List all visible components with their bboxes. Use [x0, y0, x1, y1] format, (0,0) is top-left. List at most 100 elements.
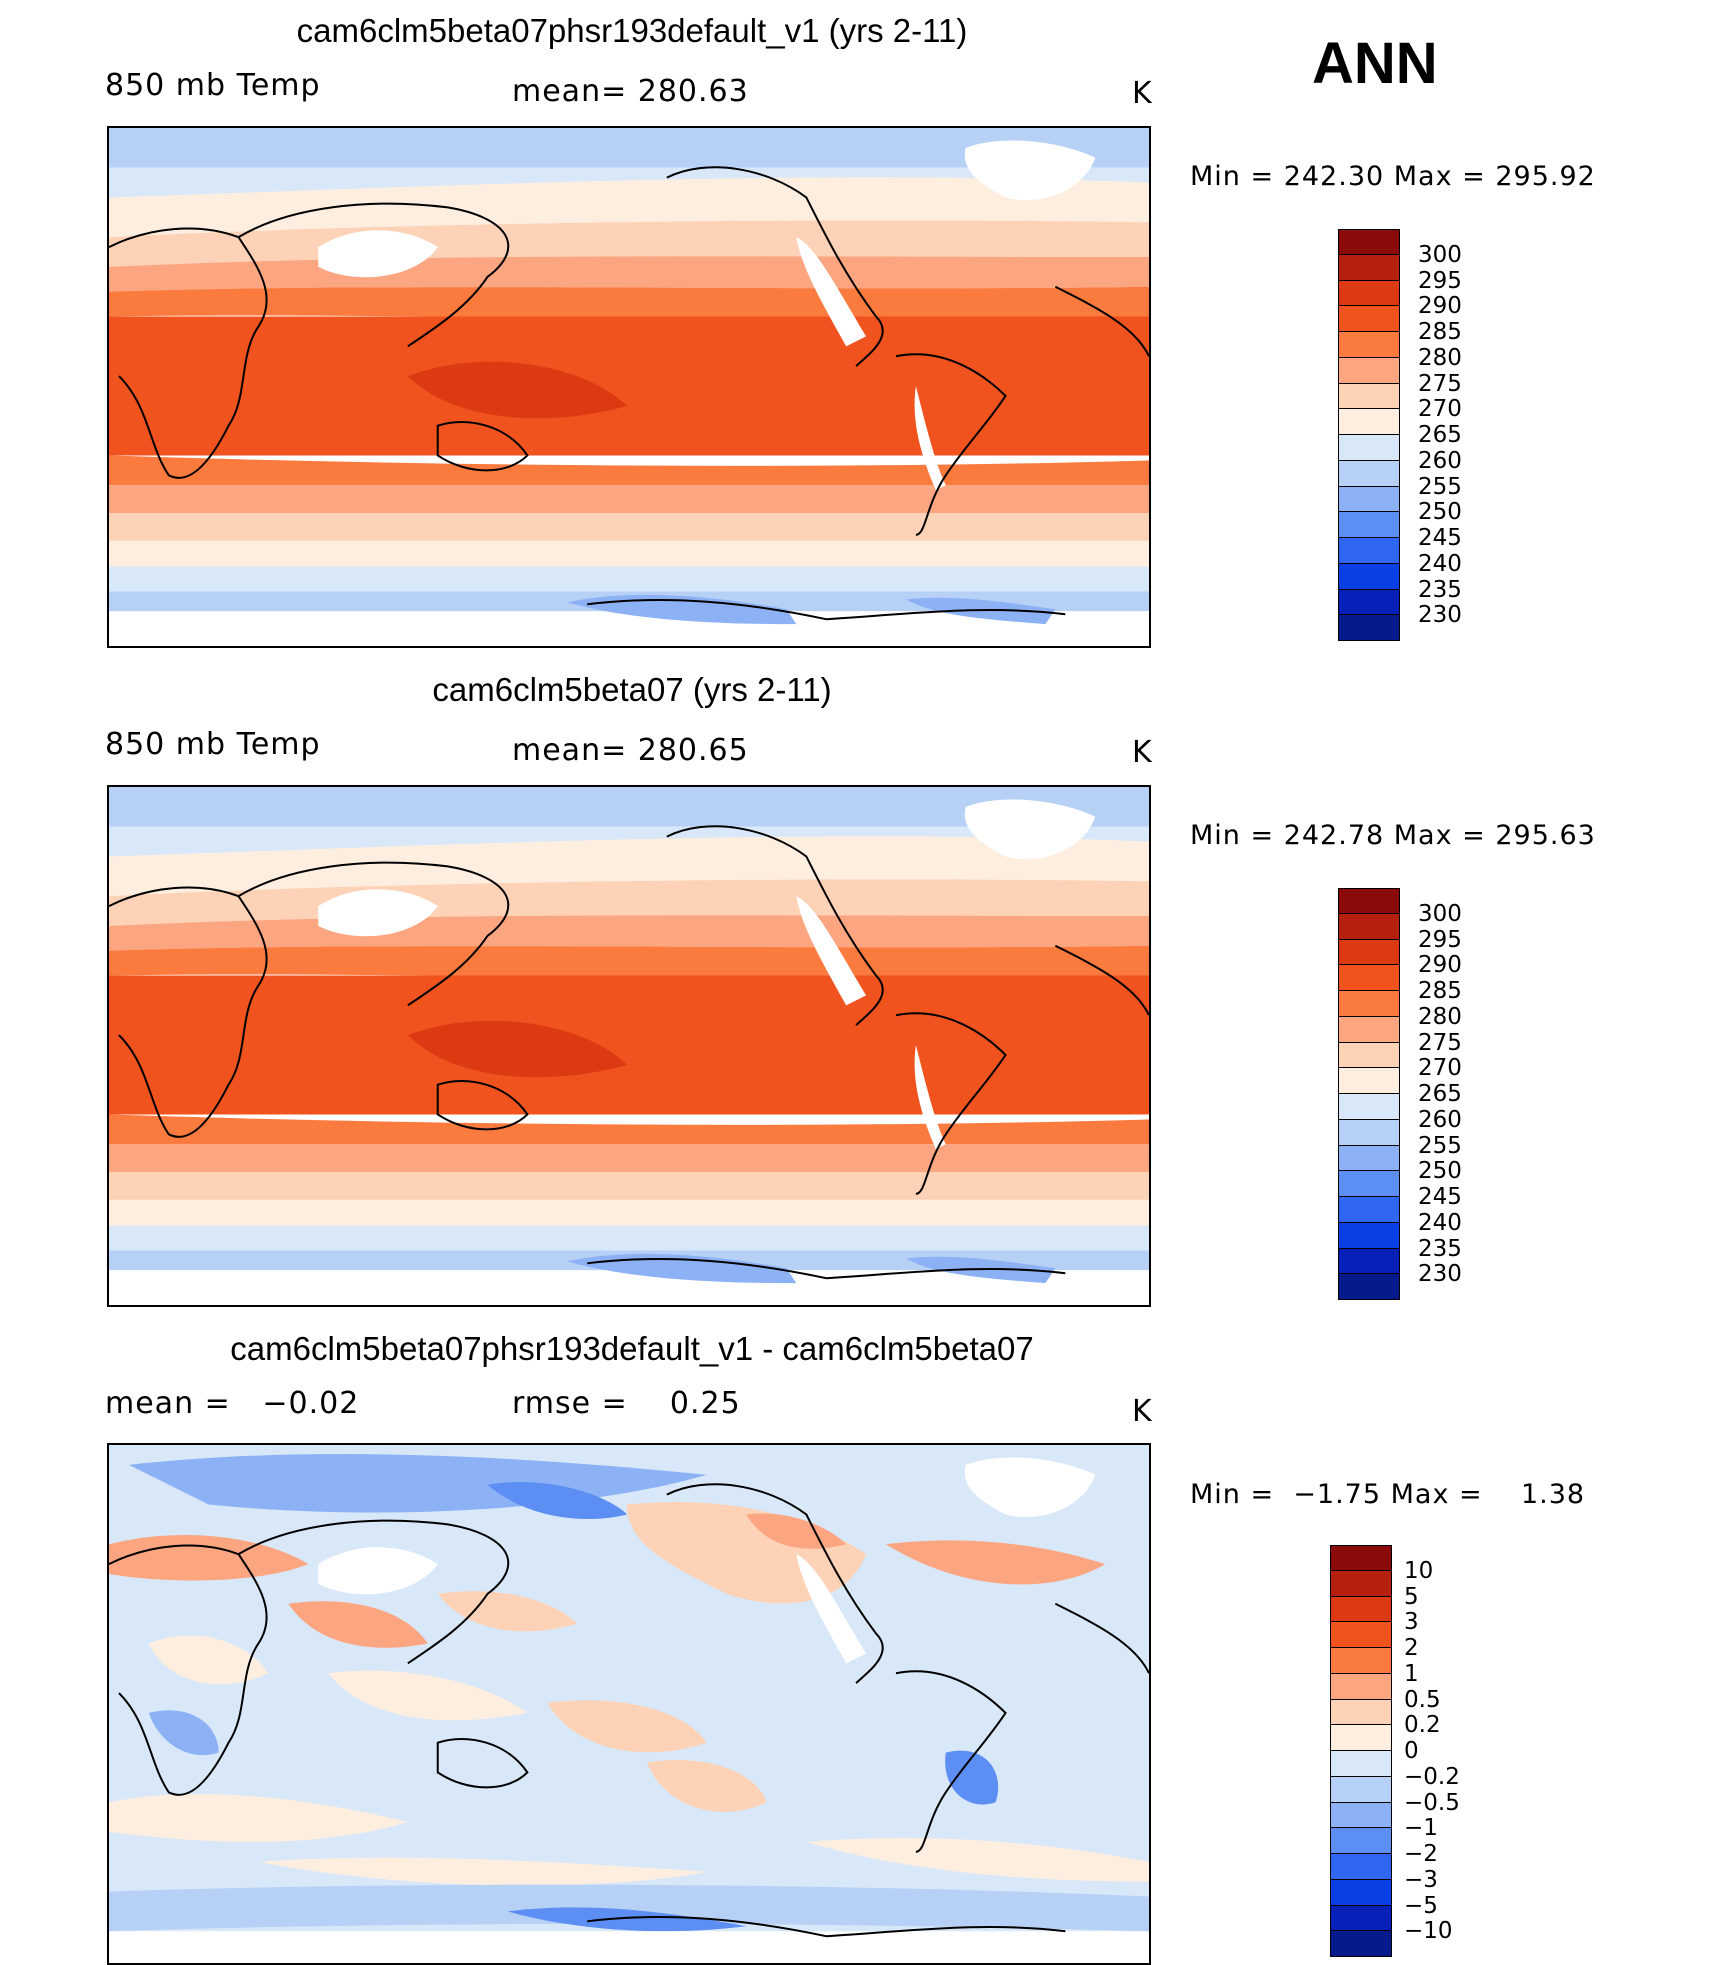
colorbar-swatch — [1330, 1776, 1392, 1803]
colorbar-tick-label: 5 — [1404, 1583, 1419, 1610]
colorbar-swatch — [1338, 538, 1400, 564]
colorbar-swatch — [1330, 1570, 1392, 1597]
panel-3-title: cam6clm5beta07phsr193default_v1 - cam6cl… — [230, 1330, 1034, 1367]
panel-3-unit: K — [1132, 1394, 1153, 1429]
panel-3-map — [107, 1443, 1151, 1965]
panel-1-min-max: Min = 242.30 Max = 295.92 — [1190, 161, 1596, 192]
panel-1-title: cam6clm5beta07phsr193default_v1 (yrs 2-1… — [296, 12, 968, 49]
colorbar-swatch — [1330, 1905, 1392, 1932]
colorbar-swatch — [1330, 1751, 1392, 1777]
panel-1-left-label: 850 mb Temp — [105, 68, 321, 103]
colorbar-swatch — [1338, 460, 1400, 487]
colorbar-tick-label: 300 — [1418, 241, 1462, 268]
colorbar-tick-label: 270 — [1418, 396, 1462, 423]
colorbar-swatch — [1338, 563, 1400, 590]
colorbar-tick-label: 255 — [1418, 1132, 1462, 1159]
colorbar-tick-label: 255 — [1418, 473, 1462, 500]
colorbar-tick-label: 265 — [1418, 1081, 1462, 1107]
panel-3-min-max: Min = −1.75 Max = 1.38 — [1190, 1479, 1586, 1510]
colorbar-swatch — [1330, 1854, 1392, 1880]
colorbar-swatch — [1338, 965, 1400, 991]
colorbar-tick-label: 285 — [1418, 978, 1462, 1004]
colorbar-tick-label: 230 — [1418, 602, 1462, 629]
colorbar-swatch — [1330, 1699, 1392, 1726]
colorbar-tick-label: 260 — [1418, 1106, 1462, 1133]
colorbar-swatch — [1338, 254, 1400, 281]
colorbar-swatch — [1330, 1879, 1392, 1906]
colorbar-swatch — [1338, 1042, 1400, 1069]
colorbar-tick-label: 240 — [1418, 550, 1462, 577]
panel-2-title: cam6clm5beta07 (yrs 2-11) — [432, 671, 832, 708]
colorbar-swatch — [1338, 306, 1400, 332]
colorbar-tick-label: 295 — [1418, 267, 1462, 294]
panel-2-map-svg — [109, 787, 1149, 1305]
colorbar-tick-label: 280 — [1418, 1003, 1462, 1030]
colorbar-tick-label: 0 — [1404, 1738, 1419, 1764]
colorbar-swatch — [1338, 383, 1400, 410]
colorbar-tick-label: 265 — [1418, 422, 1462, 448]
colorbar-tick-label: −5 — [1404, 1892, 1438, 1919]
colorbar-tick-label: 260 — [1418, 447, 1462, 474]
panel-3-map-svg — [109, 1445, 1149, 1963]
panel-3-colorbar-frame — [1330, 1545, 1392, 1957]
colorbar-swatch — [1330, 1802, 1392, 1829]
colorbar-swatch — [1338, 939, 1400, 966]
colorbar-swatch — [1330, 1622, 1392, 1648]
panel-2-unit: K — [1132, 735, 1153, 770]
colorbar-tick-label: 235 — [1418, 576, 1462, 603]
colorbar-swatch — [1330, 1596, 1392, 1623]
colorbar-swatch — [1330, 1673, 1392, 1700]
colorbar-swatch — [1330, 1828, 1392, 1854]
colorbar-swatch — [1338, 229, 1400, 255]
colorbar-tick-label: 250 — [1418, 499, 1462, 526]
colorbar-swatch — [1338, 1248, 1400, 1275]
colorbar-tick-label: 295 — [1418, 926, 1462, 953]
colorbar-tick-label: 10 — [1404, 1557, 1434, 1584]
colorbar-tick-label: 0.5 — [1404, 1686, 1441, 1713]
colorbar-swatch — [1338, 435, 1400, 461]
colorbar-tick-label: 300 — [1418, 900, 1462, 927]
colorbar-tick-label: 240 — [1418, 1209, 1462, 1236]
colorbar-tick-label: 290 — [1418, 952, 1462, 979]
colorbar-swatch — [1338, 1094, 1400, 1120]
panel-1-map-svg — [109, 128, 1149, 646]
colorbar-swatch — [1338, 1068, 1400, 1094]
colorbar-swatch — [1338, 1145, 1400, 1172]
colorbar-swatch — [1338, 409, 1400, 435]
colorbar-tick-label: 2 — [1404, 1635, 1419, 1661]
panel-2-colorbar-frame — [1338, 888, 1400, 1300]
colorbar-tick-label: −0.5 — [1404, 1789, 1460, 1816]
colorbar-swatch — [1338, 1197, 1400, 1223]
colorbar-swatch — [1338, 888, 1400, 914]
colorbar-tick-label: −3 — [1404, 1866, 1438, 1893]
panel-3-left-label: mean = −0.02 — [105, 1386, 360, 1421]
colorbar-tick-label: 275 — [1418, 1029, 1462, 1056]
colorbar-swatch — [1338, 280, 1400, 307]
colorbar-swatch — [1338, 1222, 1400, 1249]
colorbar-tick-label: 0.2 — [1404, 1712, 1441, 1739]
season-label: ANN — [1312, 31, 1438, 96]
colorbar-swatch — [1330, 1545, 1392, 1571]
colorbar-swatch — [1330, 1725, 1392, 1751]
colorbar-swatch — [1338, 357, 1400, 384]
colorbar-tick-label: 290 — [1418, 293, 1462, 320]
colorbar-tick-label: 235 — [1418, 1235, 1462, 1262]
colorbar-tick-label: −1 — [1404, 1815, 1438, 1842]
colorbar-tick-label: 270 — [1418, 1055, 1462, 1082]
colorbar-tick-label: 245 — [1418, 525, 1462, 551]
colorbar-tick-label: −2 — [1404, 1841, 1438, 1867]
colorbar-tick-label: 280 — [1418, 344, 1462, 371]
colorbar-swatch — [1338, 1119, 1400, 1146]
colorbar-tick-label: 245 — [1418, 1184, 1462, 1210]
colorbar-tick-label: 275 — [1418, 370, 1462, 397]
panel-2-left-label: 850 mb Temp — [105, 727, 321, 762]
colorbar-swatch — [1338, 512, 1400, 538]
colorbar-swatch — [1338, 486, 1400, 513]
colorbar-tick-label: −10 — [1404, 1918, 1453, 1945]
colorbar-tick-label: 285 — [1418, 319, 1462, 345]
colorbar-tick-label: 250 — [1418, 1158, 1462, 1185]
colorbar-swatch — [1338, 913, 1400, 940]
colorbar-swatch — [1338, 332, 1400, 358]
panel-2-map — [107, 785, 1151, 1307]
panel-2-center-label: mean= 280.65 — [512, 733, 749, 768]
